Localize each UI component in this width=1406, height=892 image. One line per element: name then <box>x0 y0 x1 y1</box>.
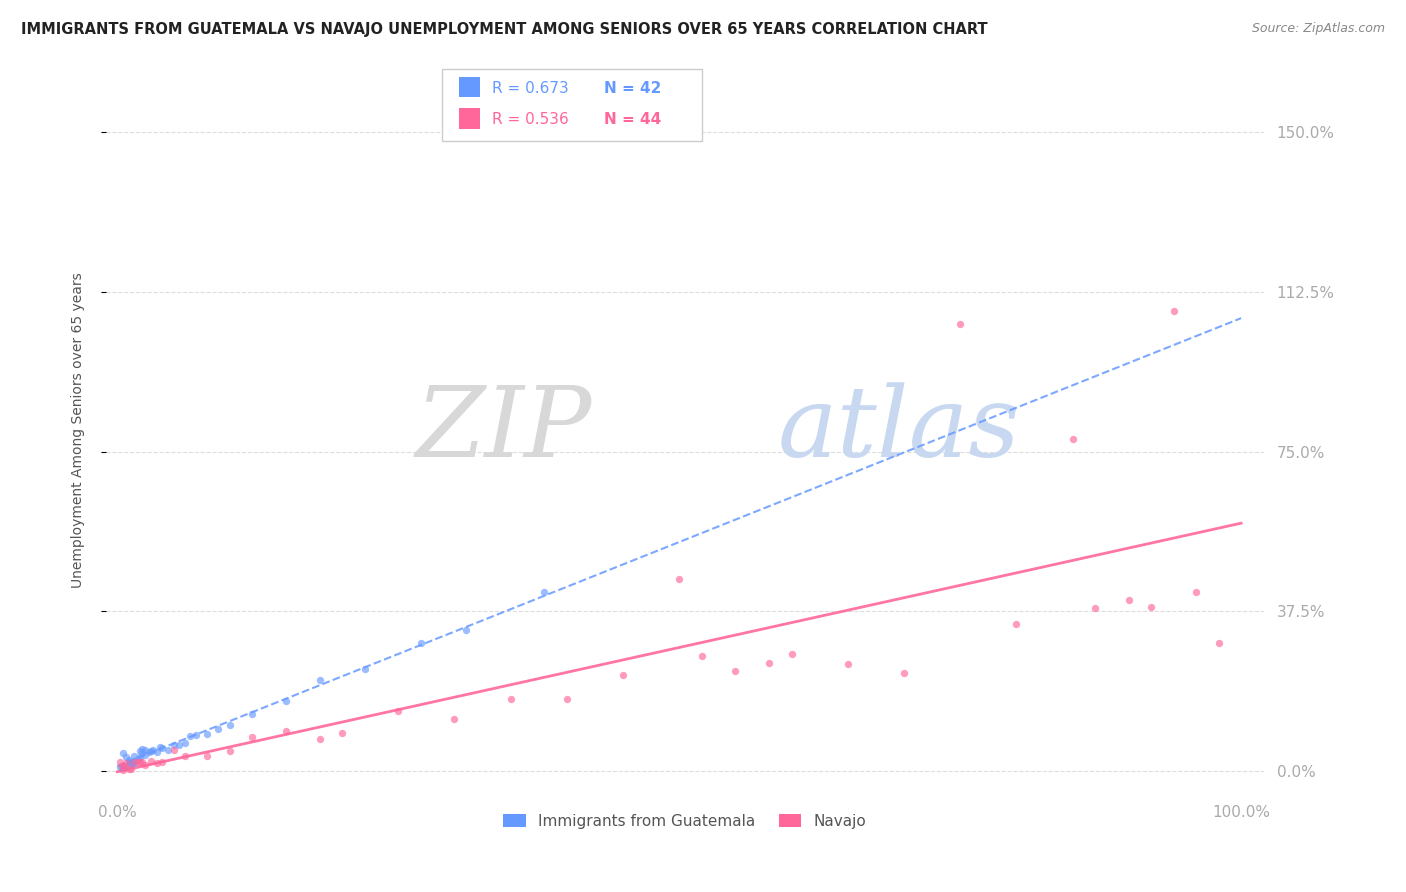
Point <box>167 739 190 753</box>
Point <box>117 756 139 770</box>
FancyBboxPatch shape <box>460 108 479 128</box>
Point <box>134 758 156 772</box>
Point <box>131 741 153 756</box>
Point <box>218 744 240 758</box>
Point <box>150 755 173 769</box>
FancyBboxPatch shape <box>441 69 702 141</box>
Point <box>555 692 578 706</box>
Point <box>1005 617 1028 632</box>
Point <box>138 745 160 759</box>
Point <box>274 724 297 739</box>
Point <box>115 750 138 764</box>
Point <box>837 657 859 672</box>
Point <box>145 756 167 770</box>
Point <box>128 750 150 764</box>
Point <box>112 759 135 773</box>
Point <box>1140 599 1163 614</box>
Point <box>1185 585 1208 599</box>
Text: R = 0.673: R = 0.673 <box>492 80 568 95</box>
Point <box>1163 304 1185 318</box>
Point <box>1208 636 1230 650</box>
Point <box>131 755 153 769</box>
Point <box>195 727 218 741</box>
Point <box>111 746 134 760</box>
Point <box>122 756 145 770</box>
Point <box>139 744 162 758</box>
Point <box>184 728 207 742</box>
Point <box>120 762 142 776</box>
FancyBboxPatch shape <box>460 77 479 97</box>
Point <box>115 759 138 773</box>
Point <box>1084 600 1107 615</box>
Point <box>387 704 409 718</box>
Point <box>330 726 353 740</box>
Point <box>122 749 145 764</box>
Text: R = 0.536: R = 0.536 <box>492 112 568 127</box>
Point <box>111 759 134 773</box>
Point <box>668 572 690 586</box>
Y-axis label: Unemployment Among Seniors over 65 years: Unemployment Among Seniors over 65 years <box>72 272 86 588</box>
Point <box>612 667 634 681</box>
Text: atlas: atlas <box>778 383 1021 478</box>
Point <box>218 717 240 731</box>
Point <box>112 759 135 773</box>
Point <box>162 739 184 753</box>
Point <box>274 694 297 708</box>
Point <box>131 746 153 760</box>
Point <box>499 691 522 706</box>
Point <box>240 731 263 745</box>
Point <box>1062 432 1084 446</box>
Legend: Immigrants from Guatemala, Navajo: Immigrants from Guatemala, Navajo <box>498 807 873 835</box>
Point <box>124 754 146 768</box>
Point <box>353 662 375 676</box>
Point <box>443 712 465 726</box>
Point <box>179 729 201 743</box>
Point <box>724 664 747 678</box>
Point <box>127 755 149 769</box>
Point <box>150 740 173 755</box>
Point <box>308 731 330 746</box>
Point <box>533 585 555 599</box>
Point <box>120 756 142 771</box>
Point <box>111 763 134 777</box>
Point <box>121 756 143 770</box>
Point <box>308 673 330 687</box>
Point <box>156 742 179 756</box>
Point <box>195 749 218 764</box>
Point <box>128 744 150 758</box>
Point <box>134 748 156 763</box>
Point <box>454 624 477 638</box>
Point <box>145 745 167 759</box>
Point <box>409 636 432 650</box>
Point <box>207 722 229 736</box>
Point <box>1118 593 1140 607</box>
Point <box>690 648 713 663</box>
Point <box>758 656 780 670</box>
Point <box>117 762 139 776</box>
Point <box>139 754 162 768</box>
Point <box>108 760 131 774</box>
Point <box>893 665 915 680</box>
Point <box>949 317 972 331</box>
Text: N = 44: N = 44 <box>603 112 661 127</box>
Point <box>128 755 150 769</box>
Text: N = 42: N = 42 <box>603 80 661 95</box>
Point <box>122 755 145 769</box>
Text: IMMIGRANTS FROM GUATEMALA VS NAVAJO UNEMPLOYMENT AMONG SENIORS OVER 65 YEARS COR: IMMIGRANTS FROM GUATEMALA VS NAVAJO UNEM… <box>21 22 987 37</box>
Point <box>134 742 156 756</box>
Point <box>173 735 195 749</box>
Point <box>149 739 172 754</box>
Point <box>240 707 263 722</box>
Point <box>142 743 165 757</box>
Point <box>127 751 149 765</box>
Point <box>162 743 184 757</box>
Point <box>780 648 803 662</box>
Text: Source: ZipAtlas.com: Source: ZipAtlas.com <box>1251 22 1385 36</box>
Point <box>173 748 195 763</box>
Point <box>108 755 131 769</box>
Point <box>111 760 134 774</box>
Point <box>117 753 139 767</box>
Point <box>115 756 138 770</box>
Text: ZIP: ZIP <box>416 383 592 478</box>
